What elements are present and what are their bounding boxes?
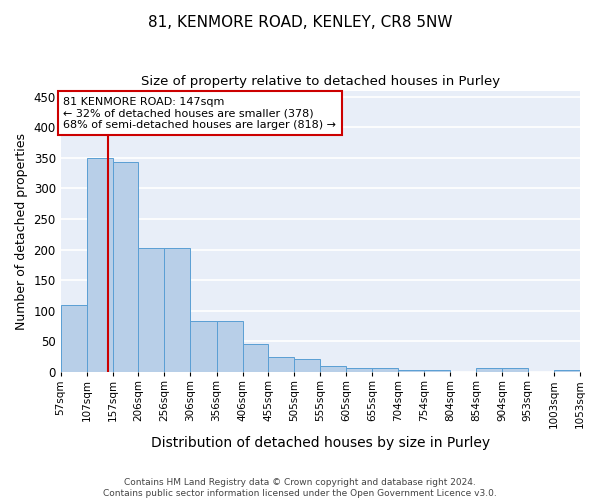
Title: Size of property relative to detached houses in Purley: Size of property relative to detached ho… bbox=[141, 75, 500, 88]
Bar bbox=[424, 370, 450, 372]
Bar bbox=[242, 344, 268, 372]
X-axis label: Distribution of detached houses by size in Purley: Distribution of detached houses by size … bbox=[151, 436, 490, 450]
Bar bbox=[398, 370, 424, 372]
Bar bbox=[190, 320, 217, 372]
Text: Contains HM Land Registry data © Crown copyright and database right 2024.
Contai: Contains HM Land Registry data © Crown c… bbox=[103, 478, 497, 498]
Bar bbox=[554, 370, 580, 372]
Bar bbox=[502, 368, 528, 372]
Bar bbox=[139, 248, 164, 372]
Bar bbox=[373, 368, 398, 372]
Bar bbox=[61, 305, 87, 372]
Bar bbox=[87, 158, 113, 372]
Bar bbox=[113, 162, 139, 372]
Bar bbox=[320, 366, 346, 372]
Bar bbox=[346, 368, 373, 372]
Y-axis label: Number of detached properties: Number of detached properties bbox=[15, 133, 28, 330]
Bar bbox=[164, 248, 190, 372]
Bar bbox=[217, 320, 242, 372]
Text: 81 KENMORE ROAD: 147sqm
← 32% of detached houses are smaller (378)
68% of semi-d: 81 KENMORE ROAD: 147sqm ← 32% of detache… bbox=[63, 96, 336, 130]
Text: 81, KENMORE ROAD, KENLEY, CR8 5NW: 81, KENMORE ROAD, KENLEY, CR8 5NW bbox=[148, 15, 452, 30]
Bar bbox=[476, 368, 502, 372]
Bar bbox=[294, 359, 320, 372]
Bar bbox=[268, 358, 294, 372]
